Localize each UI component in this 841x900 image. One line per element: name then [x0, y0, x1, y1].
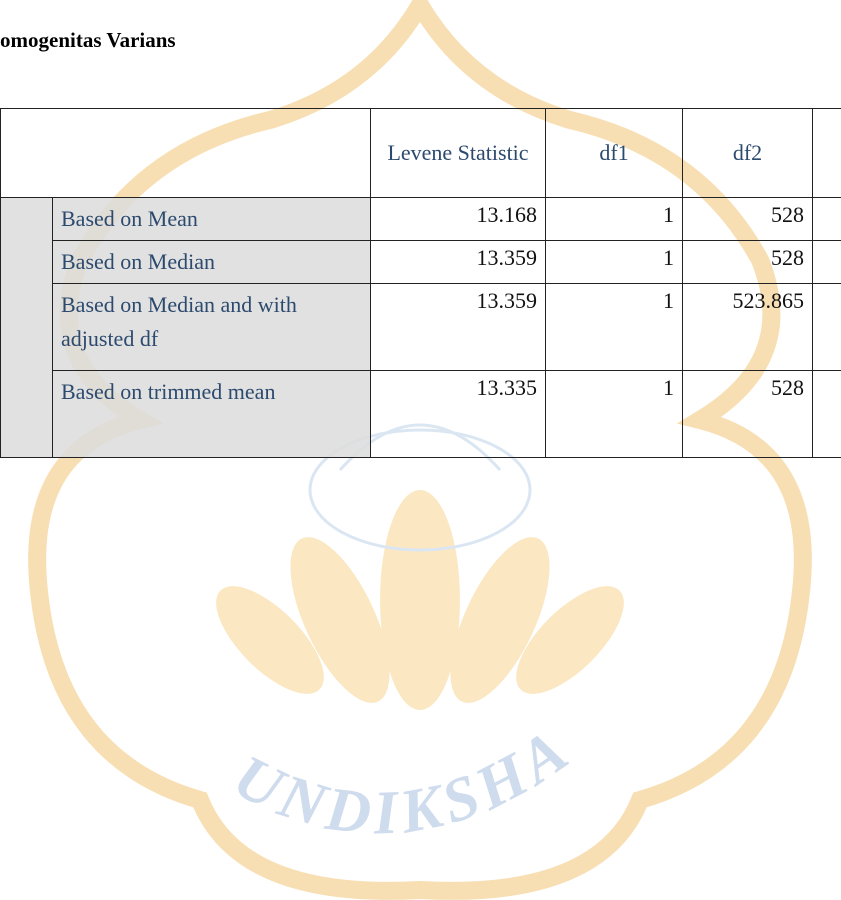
- value-cell: 13.168: [371, 198, 546, 241]
- value-cell: 523.865: [683, 284, 813, 371]
- cut-cell: [813, 241, 841, 284]
- page: UNDIKSHA omogenitas Varians Levene Stati…: [0, 0, 841, 900]
- value-cell: 528: [683, 241, 813, 284]
- row-label: Based on Mean: [53, 198, 371, 241]
- value-cell: 13.359: [371, 241, 546, 284]
- row-label: Based on trimmed mean: [53, 371, 371, 458]
- row-label: Based on Median and with adjusted df: [53, 284, 371, 371]
- value-cell: 528: [683, 371, 813, 458]
- value-cell: 1: [546, 371, 683, 458]
- column-header: df2: [683, 109, 813, 198]
- cut-cell: [813, 371, 841, 458]
- header-row: Levene Statistic df1 df2: [1, 109, 841, 198]
- value-cell: 1: [546, 241, 683, 284]
- value-cell: 13.359: [371, 284, 546, 371]
- column-header: df1: [546, 109, 683, 198]
- cut-cell: [813, 198, 841, 241]
- value-cell: 1: [546, 284, 683, 371]
- row-label: Based on Median: [53, 241, 371, 284]
- watermark-text-path: UNDIKSHA: [223, 714, 584, 848]
- value-cell: 528: [683, 198, 813, 241]
- group-cell: [1, 198, 53, 458]
- watermark-text: UNDIKSHA: [223, 714, 584, 848]
- cut-column: [813, 109, 841, 198]
- value-cell: 13.335: [371, 371, 546, 458]
- value-cell: 1: [546, 198, 683, 241]
- column-header: Levene Statistic: [371, 109, 546, 198]
- corner-cell: [1, 109, 371, 198]
- title: omogenitas Varians: [0, 28, 176, 53]
- watermark-lotus: [199, 490, 640, 716]
- cut-cell: [813, 284, 841, 371]
